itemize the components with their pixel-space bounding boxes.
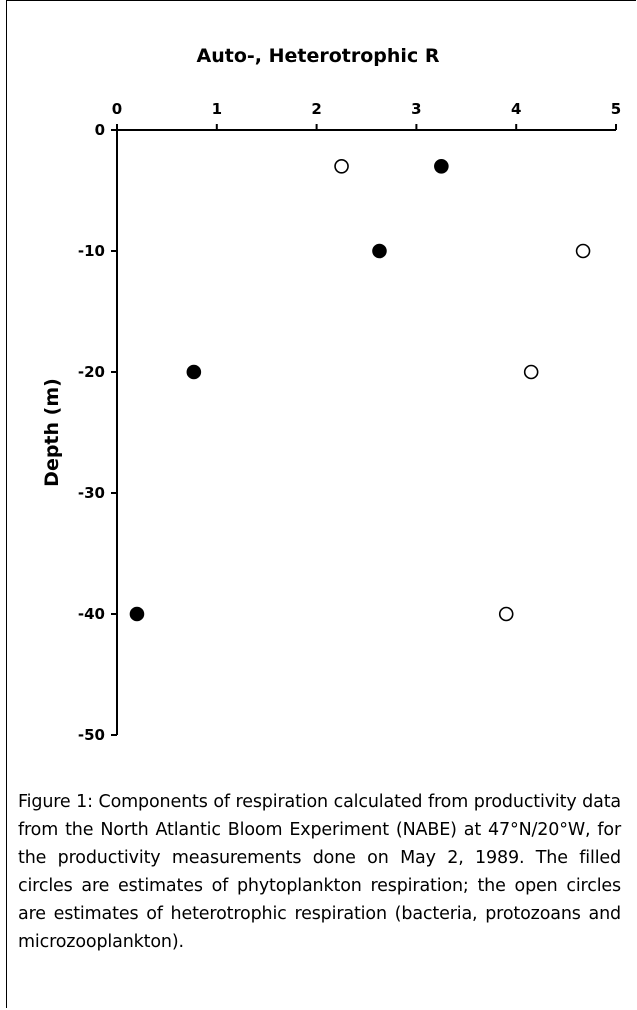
x-tick-label: 5 bbox=[611, 100, 621, 118]
y-tick-label: -20 bbox=[78, 363, 105, 381]
filled-circle-point bbox=[129, 606, 145, 622]
y-tick-label: -50 bbox=[78, 726, 105, 744]
y-tick-label: -30 bbox=[78, 484, 105, 502]
figure-frame bbox=[6, 0, 636, 1008]
figure-caption: Figure 1: Components of respiration calc… bbox=[18, 792, 621, 952]
x-tick-label: 1 bbox=[212, 100, 222, 118]
filled-circle-point bbox=[372, 243, 387, 259]
y-axis-label: Depth (m) bbox=[41, 378, 63, 487]
y-tick-label: -40 bbox=[78, 605, 105, 623]
x-tick-label: 0 bbox=[112, 100, 122, 118]
x-tick-label: 2 bbox=[311, 100, 321, 118]
filled-circle-point bbox=[186, 364, 202, 380]
x-tick-label: 3 bbox=[411, 100, 421, 118]
open-circle-point bbox=[523, 364, 539, 380]
y-tick-label: 0 bbox=[95, 121, 105, 139]
filled-circle-point bbox=[434, 159, 449, 174]
open-circle-point bbox=[575, 243, 591, 259]
open-circle-point bbox=[498, 606, 514, 622]
chart-title: Auto-, Heterotrophic R bbox=[197, 45, 440, 67]
x-tick-label: 4 bbox=[511, 100, 521, 118]
scatter-chart: Auto-, Heterotrophic R 0 1 2 3 4 5 0 -10 -20 -30 -4… bbox=[41, 45, 621, 744]
open-circle-point bbox=[334, 159, 349, 174]
y-tick-label: -10 bbox=[78, 242, 105, 260]
